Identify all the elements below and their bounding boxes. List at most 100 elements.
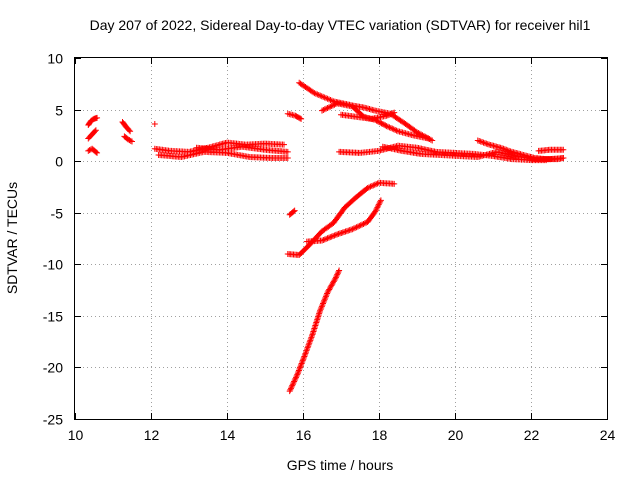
data-point <box>94 114 101 121</box>
data-point <box>318 304 325 311</box>
series-arc-r <box>535 146 567 154</box>
data-point <box>332 274 339 281</box>
data-point <box>356 222 363 229</box>
data-point <box>286 388 293 395</box>
x-axis-title: GPS time / hours <box>287 457 394 473</box>
chart-title: Day 207 of 2022, Sidereal Day-to-day VTE… <box>90 17 591 33</box>
y-tick-label: 0 <box>55 154 63 170</box>
data-point <box>383 112 390 119</box>
data-point <box>371 181 378 188</box>
data-points-layer <box>85 79 567 395</box>
data-point <box>387 111 394 118</box>
data-point <box>302 350 309 357</box>
series-arc-m <box>319 100 432 142</box>
data-point <box>323 235 330 242</box>
data-point <box>372 208 379 215</box>
series-arc-q <box>474 137 567 163</box>
data-point <box>290 208 297 215</box>
data-point <box>290 379 297 386</box>
data-point <box>364 184 371 191</box>
data-point <box>560 146 567 153</box>
data-point <box>312 90 319 97</box>
y-tick-label: -25 <box>43 412 63 428</box>
data-point <box>425 135 432 142</box>
data-point <box>301 353 308 360</box>
series-arc-u <box>286 267 343 395</box>
data-point <box>481 140 488 147</box>
data-point <box>504 147 511 154</box>
data-point <box>560 155 567 162</box>
series-arc-b <box>85 127 99 142</box>
data-point <box>318 93 325 100</box>
y-tick-label: -10 <box>43 257 63 273</box>
data-point <box>377 119 384 126</box>
data-point <box>289 382 296 389</box>
data-point <box>293 373 300 380</box>
data-point <box>477 138 484 145</box>
data-point <box>151 121 158 128</box>
data-point <box>294 371 301 378</box>
x-tick-label: 18 <box>372 427 388 443</box>
data-point <box>384 112 391 119</box>
data-point <box>320 300 327 307</box>
data-point <box>93 149 100 156</box>
y-axis-tick-labels: -25 -20 -15 -10 -5 0 5 10 <box>43 51 63 428</box>
data-point <box>497 144 504 151</box>
data-point <box>307 335 314 342</box>
data-point <box>317 92 324 99</box>
data-point <box>319 107 325 114</box>
data-point <box>325 104 332 111</box>
data-point <box>361 220 368 227</box>
data-point <box>299 359 306 366</box>
data-point <box>328 233 335 240</box>
data-point <box>287 385 294 392</box>
data-point <box>480 139 487 146</box>
series-arc-e <box>121 133 135 145</box>
data-point <box>391 109 398 116</box>
data-point <box>307 337 314 344</box>
data-point <box>296 366 303 373</box>
data-point <box>300 356 307 363</box>
data-point <box>319 237 325 244</box>
data-point <box>354 223 361 230</box>
data-point <box>386 124 393 131</box>
data-point <box>374 204 381 211</box>
data-point <box>321 236 328 243</box>
data-point <box>85 147 92 154</box>
data-point <box>320 106 327 113</box>
data-point <box>320 93 327 100</box>
data-point <box>373 205 380 212</box>
data-point <box>284 148 291 155</box>
data-point <box>317 307 324 314</box>
data-point <box>476 138 483 145</box>
data-point <box>305 341 312 348</box>
x-tick-label: 14 <box>220 427 236 443</box>
series-arc-n <box>338 109 398 122</box>
data-point <box>94 149 101 156</box>
data-point <box>375 201 382 208</box>
y-tick-label: 5 <box>55 103 63 119</box>
data-point <box>328 103 335 110</box>
data-point <box>335 268 342 275</box>
data-point <box>503 146 510 153</box>
data-point <box>297 364 304 371</box>
data-point <box>324 104 331 111</box>
data-point <box>320 299 327 306</box>
data-point <box>330 233 337 240</box>
data-point <box>287 386 294 393</box>
data-point <box>318 303 325 310</box>
series-arc-p <box>379 143 567 163</box>
data-point <box>352 224 359 231</box>
data-point <box>328 97 335 104</box>
data-point <box>288 384 295 391</box>
data-point <box>291 378 298 385</box>
data-point <box>332 231 339 238</box>
data-point <box>334 271 341 278</box>
data-point <box>293 374 300 381</box>
data-point <box>284 155 291 162</box>
data-point <box>304 344 311 351</box>
data-point <box>324 235 331 242</box>
data-point <box>376 200 383 207</box>
